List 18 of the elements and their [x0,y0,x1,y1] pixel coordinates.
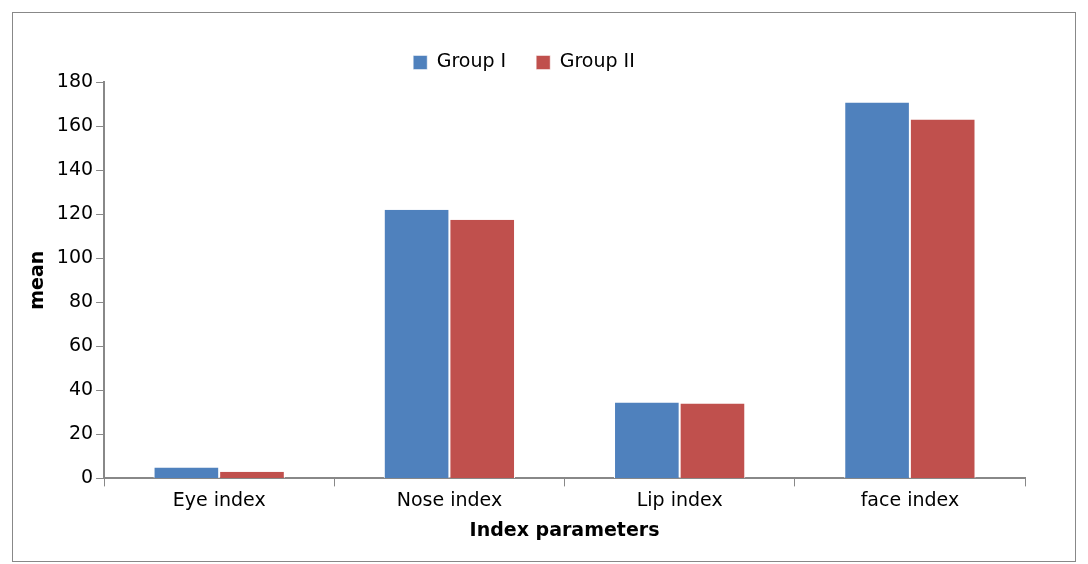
y-tick-label: 160 [56,112,94,135]
x-tick-label: face index [860,487,960,510]
y-tick-label: 80 [68,289,94,312]
y-tick-label: 140 [56,157,94,180]
x-tick-label: Eye index [172,487,266,510]
x-tick-label: Lip index [636,487,723,510]
legend-label: Group I [436,49,507,72]
legend-label: Group II [559,49,635,72]
x-tick-label: Nose index [396,487,503,510]
y-tick-label: 40 [68,377,94,400]
y-tick-label: 180 [56,68,94,91]
y-axis-title: mean [25,250,48,310]
y-tick-label: 60 [68,333,94,356]
x-axis-title: Index parameters [469,517,660,540]
y-tick-label: 0 [80,465,94,488]
y-tick-label: 100 [56,245,94,268]
y-tick-label: 120 [56,201,94,224]
y-tick-label: 20 [68,421,94,444]
